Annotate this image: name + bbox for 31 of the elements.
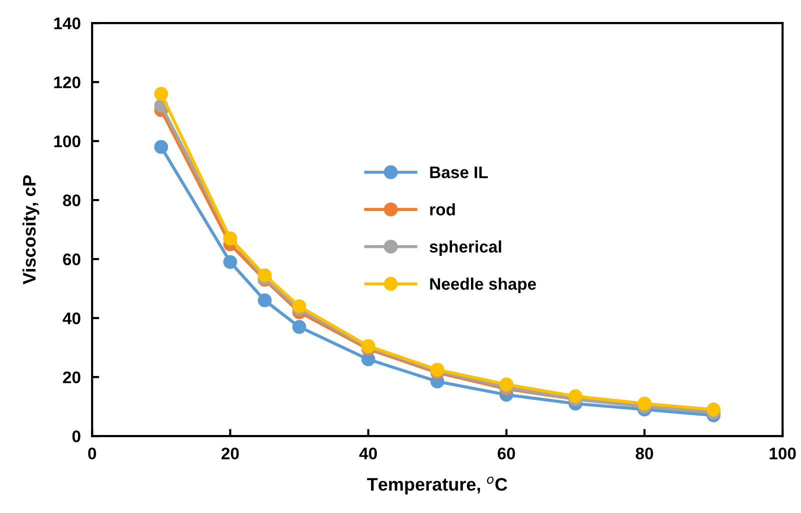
y-tick-label: 140 [54,17,80,30]
y-tick-label: 80 [62,194,80,206]
y-tick-label: 120 [54,76,80,88]
point [568,389,582,404]
y-tick-label: 0 [72,430,80,442]
point [292,299,306,314]
point [154,86,168,101]
x-tick-label: 60 [498,448,515,460]
legend-label: Base IL [430,166,488,178]
x-tick-label: 0 [88,448,96,460]
y-tick-label: 40 [62,312,80,324]
y-tick-label: 100 [54,135,80,148]
y-tick-label: 20 [63,371,80,384]
y-axis-title: Viscosity, cP [22,175,40,284]
x-tick-label: 100 [770,448,796,460]
x-tick-label: 40 [359,448,377,460]
x-tick-label: 20 [222,448,239,460]
legend-label: rod [430,203,455,216]
x-tick-label: 80 [636,448,654,460]
point [638,396,652,411]
legend-label: Needle shape [430,278,536,294]
point [258,268,272,282]
point [154,140,168,154]
x-axis-title: Temperature, $^{o}$C [367,476,508,494]
legend-label: spherical [430,240,502,256]
point [258,293,272,308]
point [499,377,514,392]
point [223,255,238,269]
point [706,402,720,416]
y-tick-label: 60 [63,253,80,266]
point [292,320,306,334]
